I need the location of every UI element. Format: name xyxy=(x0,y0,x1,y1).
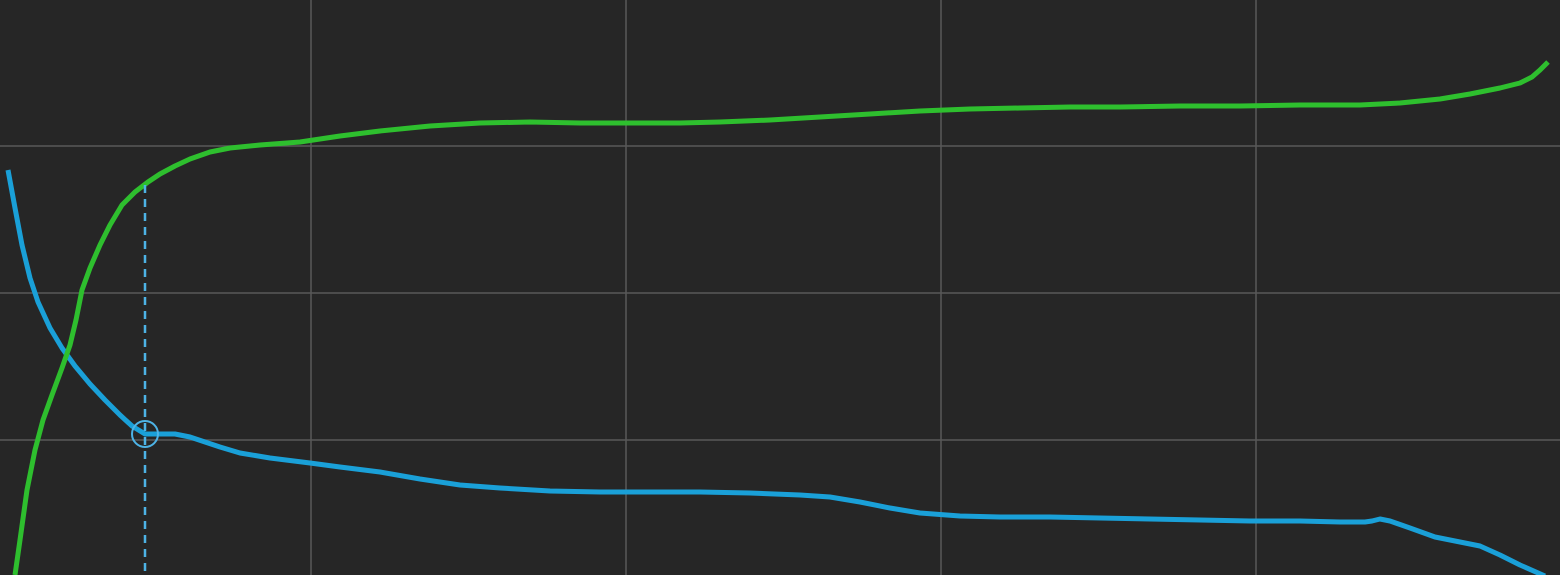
annotation-layer xyxy=(131,185,159,575)
marker-point xyxy=(131,420,159,448)
series-line-2 xyxy=(12,60,1550,575)
series-layer xyxy=(5,60,1550,575)
series-line-1 xyxy=(5,169,1547,575)
